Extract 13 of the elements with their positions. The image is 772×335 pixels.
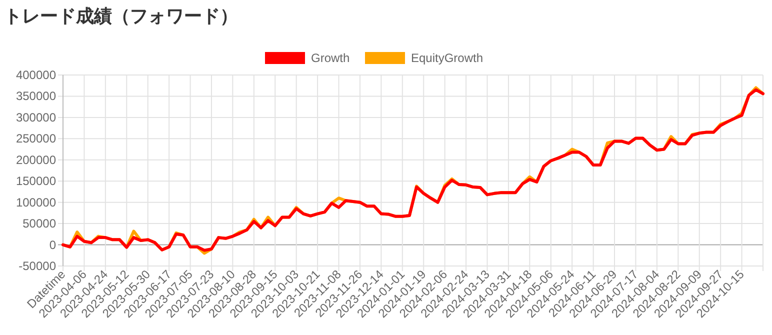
y-tick-label: 400000	[16, 68, 56, 82]
chart-title: トレード成績（フォワード）	[4, 6, 238, 27]
legend-label: EquityGrowth	[411, 51, 484, 65]
y-tick-label: 0	[49, 238, 56, 252]
y-tick-label: 200000	[16, 152, 56, 167]
y-tick-label: 100000	[16, 195, 56, 210]
y-tick-label: 250000	[16, 132, 56, 146]
y-tick-label: 50000	[22, 216, 56, 231]
y-tick-label: 300000	[16, 110, 56, 124]
y-tick-label: -50000	[18, 259, 56, 273]
y-tick-label: 350000	[16, 89, 56, 104]
y-tick-label: 150000	[16, 174, 56, 188]
legend-label: Growth	[311, 51, 350, 65]
